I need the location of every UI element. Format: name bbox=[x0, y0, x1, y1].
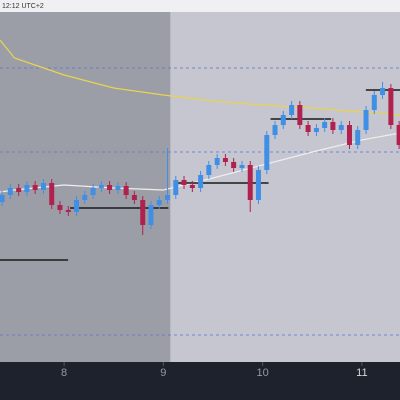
x-tick-label: 11 bbox=[356, 367, 367, 379]
candle-body bbox=[280, 115, 286, 125]
candle-body bbox=[371, 95, 377, 110]
candle-body bbox=[65, 210, 71, 212]
candle-body bbox=[346, 125, 352, 145]
candle-body bbox=[198, 175, 204, 188]
moving-average bbox=[0, 39, 400, 116]
candle-body bbox=[255, 170, 261, 200]
candle-body bbox=[305, 125, 311, 132]
candle-body bbox=[148, 205, 154, 225]
candle-body bbox=[74, 200, 80, 212]
candle-body bbox=[7, 188, 13, 195]
candle-body bbox=[173, 180, 179, 195]
candle-body bbox=[388, 88, 394, 125]
candle-body bbox=[0, 195, 5, 202]
candle-body bbox=[115, 186, 121, 190]
candle-body bbox=[24, 185, 30, 192]
candle-body bbox=[107, 185, 113, 190]
candle-body bbox=[90, 188, 96, 195]
candle-body bbox=[32, 185, 38, 190]
moving-average bbox=[0, 132, 400, 193]
candle-body bbox=[98, 185, 104, 188]
candle-body bbox=[181, 180, 187, 185]
candle-body bbox=[131, 195, 137, 200]
candle-body bbox=[239, 165, 245, 168]
shaded-region bbox=[0, 0, 171, 362]
candle-body bbox=[363, 110, 369, 130]
candle-body bbox=[57, 205, 63, 210]
candle-body bbox=[297, 105, 303, 125]
candle-body bbox=[272, 125, 278, 135]
candle-body bbox=[264, 135, 270, 170]
candle-body bbox=[313, 128, 319, 132]
candle-body bbox=[214, 158, 220, 165]
candle-body bbox=[396, 125, 400, 145]
candle-body bbox=[189, 185, 195, 188]
x-tick-label: 8 bbox=[61, 367, 67, 379]
candle-body bbox=[330, 122, 336, 130]
candle-body bbox=[338, 125, 344, 130]
candle-body bbox=[289, 105, 295, 115]
header-strip bbox=[0, 0, 400, 12]
candle-body bbox=[380, 88, 386, 95]
candle-body bbox=[123, 186, 129, 195]
candle-body bbox=[156, 200, 162, 205]
candle-body bbox=[247, 165, 253, 200]
candle-body bbox=[231, 162, 237, 168]
header-text: 12:12 UTC+2 bbox=[2, 3, 44, 10]
candle-body bbox=[222, 158, 228, 162]
x-tick-label: 10 bbox=[257, 367, 269, 379]
candle-body bbox=[82, 195, 88, 200]
candle-body bbox=[40, 183, 46, 190]
candle-body bbox=[355, 130, 361, 145]
candle-body bbox=[16, 188, 22, 192]
candle-body bbox=[140, 200, 146, 225]
x-tick-label: 9 bbox=[160, 367, 166, 379]
candle-body bbox=[165, 195, 171, 200]
candle-body bbox=[322, 122, 328, 128]
x-axis-strip bbox=[0, 362, 400, 400]
candle-body bbox=[206, 165, 212, 175]
candle-body bbox=[49, 183, 55, 205]
